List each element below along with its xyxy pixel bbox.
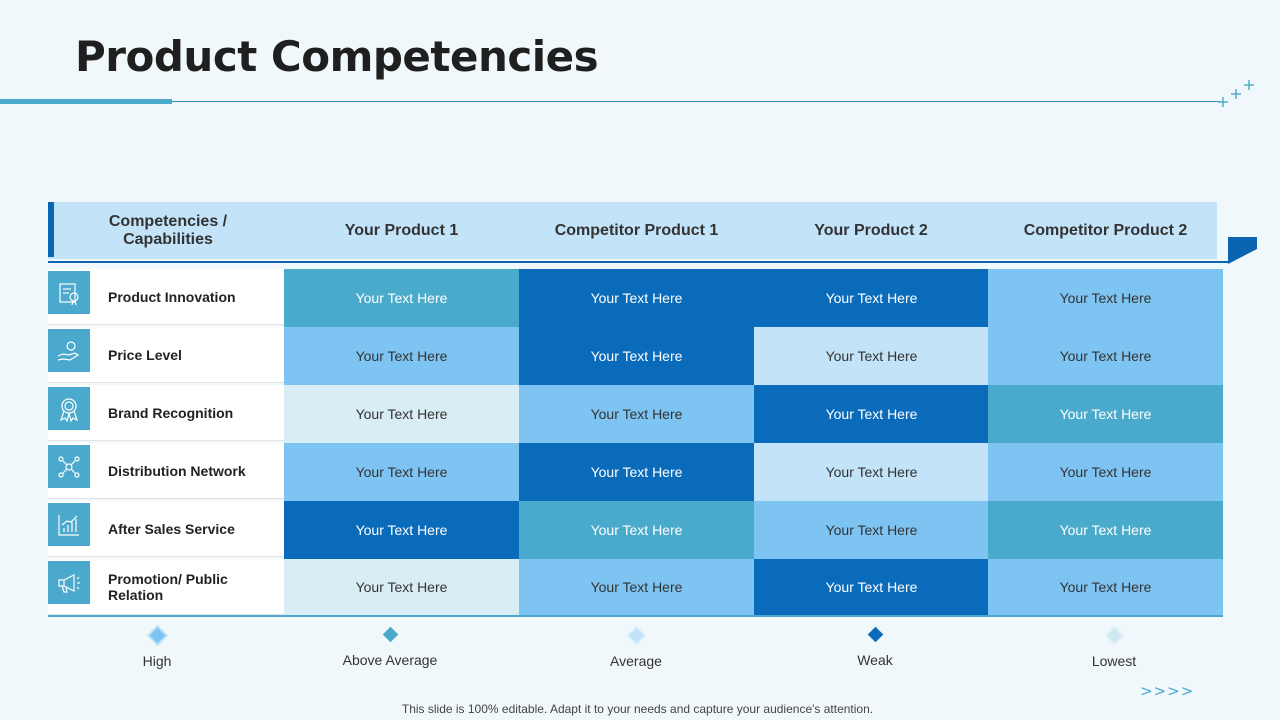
page-title: Product Competencies [75,32,599,81]
header-divider [48,261,1228,263]
row-label-brand-recognition: Brand Recognition [48,385,284,441]
network-icon [48,445,90,488]
table-cell[interactable]: Your Text Here [519,443,754,501]
row-label-product-innovation: Product Innovation [48,269,284,325]
diamond-icon [382,626,398,643]
table-cell[interactable]: Your Text Here [988,501,1223,559]
table-cell[interactable]: Your Text Here [284,385,519,443]
table-bottom-border [48,615,1223,617]
table-cell[interactable]: Your Text Here [988,269,1223,327]
legend-item-above-average: Above Average [310,625,470,668]
legend-label: Lowest [1091,653,1137,669]
legend-label: Above Average [342,652,438,668]
table-cell[interactable]: Your Text Here [754,327,989,385]
legend-item-weak: Weak [795,625,955,668]
table-cell[interactable]: Your Text Here [988,385,1223,443]
footer-note: This slide is 100% editable. Adapt it to… [401,702,874,716]
legend-item-lowest: Lowest [1034,626,1194,669]
title-underline-accent [0,99,172,104]
legend-label: Average [610,653,662,669]
row-label-text: Brand Recognition [108,405,234,421]
table-cell[interactable]: Your Text Here [754,559,989,615]
table-cell[interactable]: Your Text Here [754,501,989,559]
table-cell[interactable]: Your Text Here [519,385,754,443]
diamond-icon [867,626,883,643]
diamond-icon [1106,627,1122,644]
row-label-text: Price Level [108,347,182,363]
row-label-after-sales-service: After Sales Service [48,501,284,557]
row-label-text: After Sales Service [108,521,235,537]
header-your-product-2: Your Product 2 [814,221,928,239]
table-header [48,202,1217,259]
diamond-icon [628,627,644,644]
header-competitor-product-1: Competitor Product 1 [554,221,719,239]
table-cell[interactable]: Your Text Here [284,559,519,615]
legend-label: Weak [857,652,893,668]
next-arrows-icon[interactable]: >>>> [1140,682,1195,700]
legend-label: High [142,653,172,669]
row-label-text: Product Innovation [108,289,236,305]
table-cell[interactable]: Your Text Here [988,559,1223,615]
header-competencies: Competencies / Capabilities [108,212,228,248]
header-fold-shape [1228,237,1257,264]
price-hand-icon [48,329,90,372]
row-label-price-level: Price Level [48,327,284,383]
legend-item-high: High [77,626,237,669]
title-underline [172,101,1220,102]
award-ribbon-icon [48,387,90,430]
table-cell[interactable]: Your Text Here [754,443,989,501]
row-label-text: Promotion/ Public Relation [108,571,228,603]
table-cell[interactable]: Your Text Here [519,327,754,385]
table-cell[interactable]: Your Text Here [284,501,519,559]
patent-icon [48,271,90,314]
table-cell[interactable]: Your Text Here [754,385,989,443]
header-competitor-product-2: Competitor Product 2 [1023,221,1188,239]
table-cell[interactable]: Your Text Here [284,443,519,501]
table-cell[interactable]: Your Text Here [284,327,519,385]
growth-chart-icon [48,503,90,546]
table-cell[interactable]: Your Text Here [988,443,1223,501]
header-your-product-1: Your Product 1 [344,221,459,239]
legend-item-average: Average [556,626,716,669]
sparkle-icon [1218,80,1254,107]
megaphone-icon [48,561,90,604]
row-label-promotion: Promotion/ Public Relation [48,559,284,615]
row-label-distribution-network: Distribution Network [48,443,284,499]
table-cell[interactable]: Your Text Here [754,269,989,327]
table-cell[interactable]: Your Text Here [519,269,754,327]
table-cell[interactable]: Your Text Here [519,559,754,615]
diamond-icon [149,627,165,644]
header-accent-bar [48,202,54,257]
table-cell[interactable]: Your Text Here [519,501,754,559]
table-cell[interactable]: Your Text Here [284,269,519,327]
table-cell[interactable]: Your Text Here [988,327,1223,385]
row-label-text: Distribution Network [108,463,246,479]
